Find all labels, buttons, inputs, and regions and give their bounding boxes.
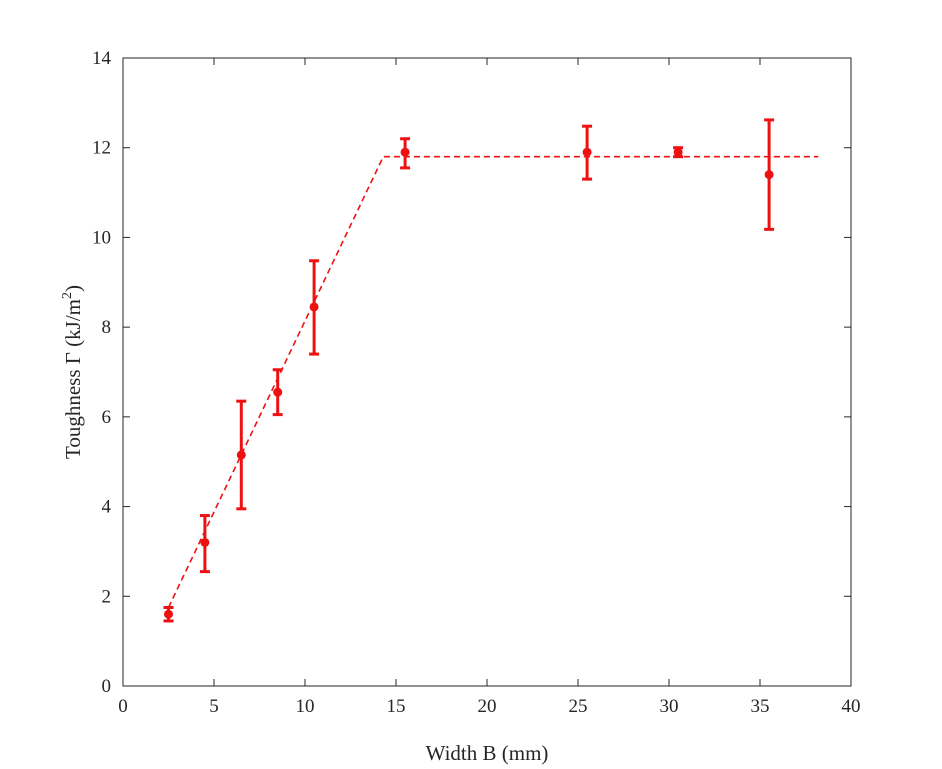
data-point	[273, 387, 283, 397]
x-tick-label: 5	[209, 696, 219, 717]
y-tick-label: 4	[102, 497, 112, 518]
x-tick-label: 25	[569, 696, 588, 717]
data-point	[673, 147, 683, 157]
y-axis-title: Toughness Γ (kJ/m2)	[60, 285, 85, 459]
data-point	[764, 170, 774, 180]
x-tick-label: 10	[296, 696, 315, 717]
y-tick-label: 0	[102, 676, 112, 697]
data-marks-layer	[163, 118, 775, 623]
y-tick-label: 12	[92, 138, 111, 159]
y-tick-label: 10	[92, 227, 111, 248]
x-tick-label: 15	[387, 696, 406, 717]
y-axis: 0 2 4 6 8 10 12 14	[92, 48, 851, 697]
data-point	[309, 302, 319, 312]
y-axis-title-main: Toughness Γ (kJ/m	[61, 299, 85, 459]
data-point	[582, 147, 592, 157]
data-point	[236, 450, 246, 460]
x-tick-label: 40	[842, 696, 861, 717]
data-point	[200, 537, 210, 547]
x-tick-label: 35	[751, 696, 770, 717]
y-tick-label: 14	[92, 48, 112, 69]
x-tick-label: 20	[478, 696, 497, 717]
data-point	[400, 147, 410, 157]
y-tick-label: 2	[102, 586, 112, 607]
y-tick-label: 8	[102, 317, 112, 338]
data-point	[164, 609, 173, 619]
x-tick-label: 30	[660, 696, 679, 717]
y-axis-title-superscript: 2	[60, 292, 75, 299]
x-axis: 0 5 10 15 20 25 30 35 40	[118, 58, 861, 717]
y-axis-title-suffix: )	[61, 285, 85, 292]
x-tick-label: 0	[118, 696, 128, 717]
x-axis-title: Width B (mm)	[426, 741, 549, 765]
y-tick-label: 6	[102, 407, 112, 428]
